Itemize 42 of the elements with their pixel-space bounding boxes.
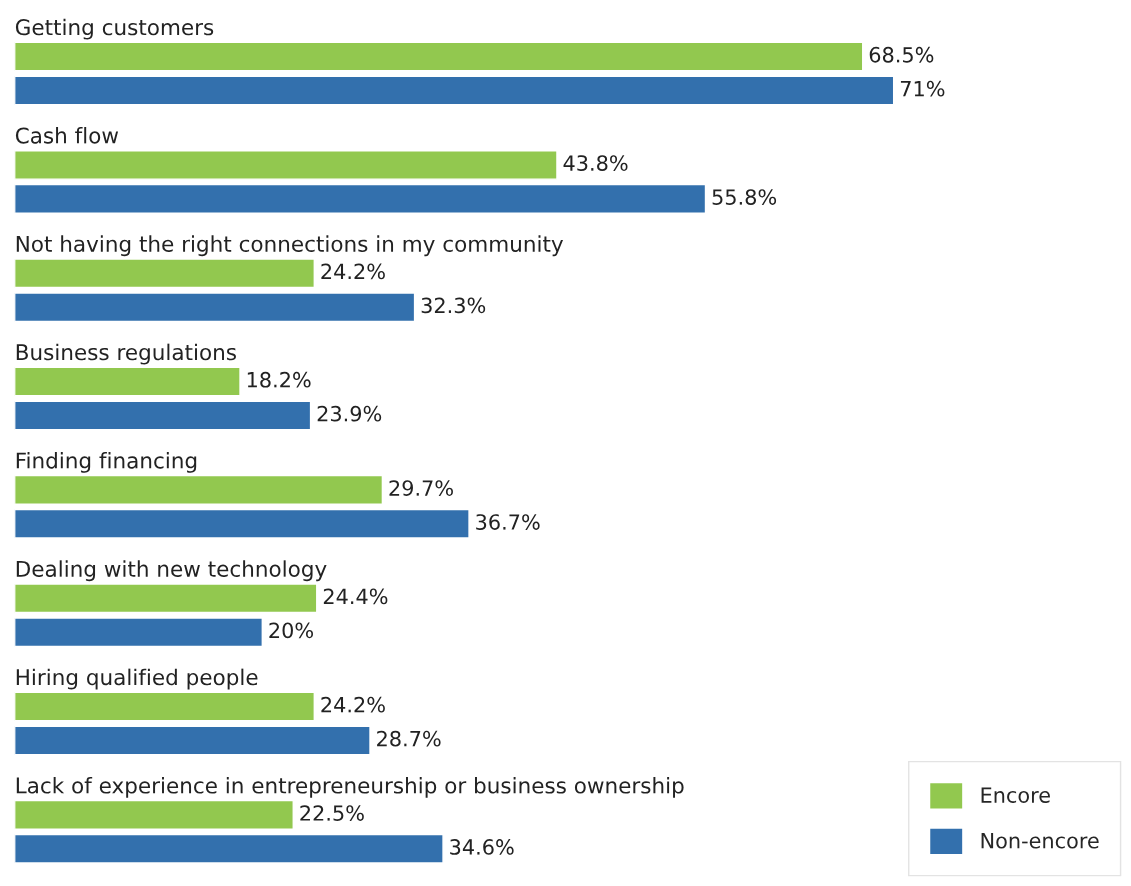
- data-label: 22.5%: [300, 805, 364, 821]
- y-tick-label: Getting customers: [15, 18, 214, 40]
- data-label: 36.7%: [476, 514, 540, 530]
- legend-label: Non-encore: [981, 833, 1099, 849]
- data-label: 24.4%: [323, 588, 388, 605]
- bar: [14, 474, 384, 505]
- bar: [14, 366, 241, 397]
- bar: [14, 400, 312, 431]
- data-label: 29.7%: [389, 480, 453, 496]
- data-label: 32.3%: [421, 297, 486, 314]
- bar: [14, 149, 558, 180]
- y-tick-label: Business regulations: [16, 343, 236, 365]
- data-label: 71%: [900, 80, 945, 97]
- bar: [14, 583, 318, 614]
- data-label: 18.2%: [247, 371, 311, 388]
- bar: [14, 691, 315, 722]
- y-tick-label: Not having the right connections in my community: [16, 235, 564, 257]
- bar: [14, 617, 263, 648]
- bar: [14, 508, 470, 539]
- bar: [14, 258, 315, 289]
- y-tick-label: Dealing with new technology: [16, 560, 327, 582]
- data-label: 24.2%: [321, 263, 385, 280]
- data-label: 23.9%: [317, 405, 382, 422]
- data-label: 55.8%: [712, 189, 777, 205]
- y-tick-label: Cash flow: [15, 127, 119, 144]
- bar: [14, 725, 371, 756]
- bar: [14, 41, 864, 72]
- data-label: 68.5%: [869, 46, 934, 63]
- bar: [14, 799, 294, 830]
- y-tick-label: Lack of experience in entrepreneurship or business ownership: [16, 776, 684, 798]
- data-label: 24.2%: [321, 696, 385, 713]
- bar: [14, 75, 895, 106]
- y-tick-label: Hiring qualified people: [16, 668, 258, 690]
- bar: [14, 833, 444, 864]
- data-label: 43.8%: [563, 155, 628, 171]
- data-label: 20%: [269, 622, 314, 639]
- bar: [14, 183, 707, 214]
- legend-label: Encore: [981, 787, 1050, 803]
- y-tick-label: Finding financing: [16, 451, 197, 473]
- data-label: 28.7%: [377, 730, 441, 747]
- data-label: 34.6%: [450, 839, 514, 855]
- bar: [14, 292, 416, 323]
